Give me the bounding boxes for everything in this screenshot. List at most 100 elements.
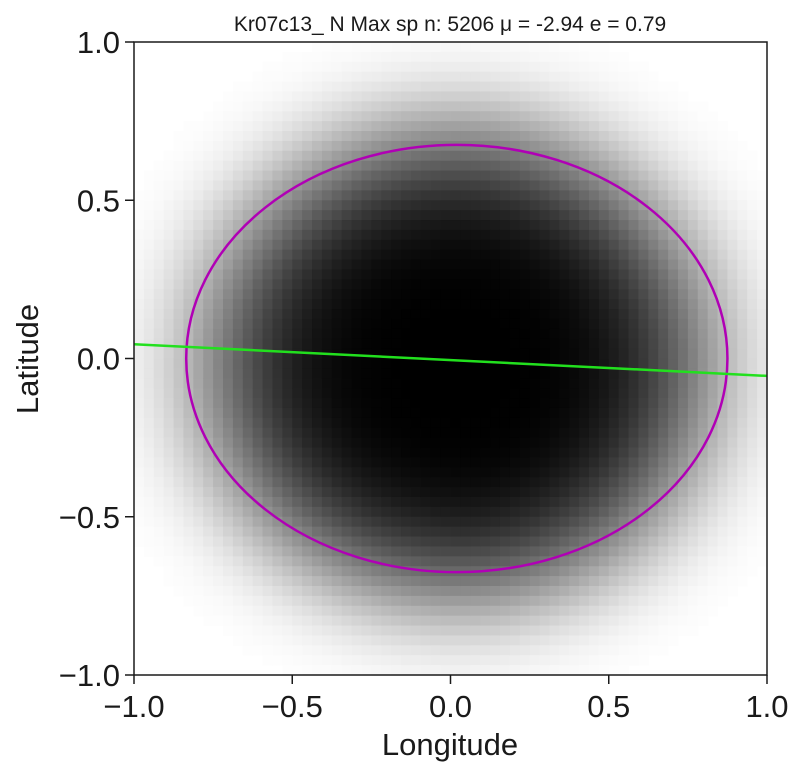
heatmap-cell <box>549 239 560 251</box>
heatmap-cell <box>618 665 630 676</box>
heatmap-cell <box>371 467 382 478</box>
heatmap-cell <box>193 210 204 221</box>
heatmap-cell <box>579 605 590 617</box>
heatmap-cell <box>470 635 481 646</box>
heatmap-cell <box>687 200 699 211</box>
heatmap-cell <box>213 417 224 429</box>
heatmap-cell <box>519 289 531 300</box>
heatmap-cell <box>163 318 175 330</box>
heatmap-cell <box>747 269 758 280</box>
heatmap-cell <box>588 299 600 310</box>
heatmap-cell <box>747 289 758 300</box>
heatmap-cell <box>193 477 204 488</box>
heatmap-cell <box>203 467 214 478</box>
heatmap-cell <box>529 585 541 597</box>
heatmap-cell <box>598 665 610 676</box>
heatmap-cell <box>569 338 580 350</box>
heatmap-cell <box>381 318 392 330</box>
heatmap-cell <box>321 160 333 172</box>
heatmap-cell <box>312 299 323 310</box>
heatmap-cell <box>371 71 382 83</box>
heatmap-cell <box>737 407 748 419</box>
heatmap-cell <box>252 556 264 567</box>
heatmap-cell <box>341 655 353 666</box>
heatmap-cell <box>559 467 570 478</box>
heatmap-cell <box>737 259 748 271</box>
heatmap-cell <box>608 140 620 152</box>
heatmap-cell <box>539 289 551 300</box>
heatmap-cell <box>677 556 689 567</box>
heatmap-cell <box>410 71 422 83</box>
heatmap-cell <box>697 239 709 251</box>
heatmap-cell <box>539 71 551 83</box>
heatmap-cell <box>579 635 590 646</box>
heatmap-cell <box>707 358 719 369</box>
heatmap-cell <box>509 210 521 221</box>
heatmap-cell <box>737 289 748 300</box>
heatmap-cell <box>410 645 422 656</box>
heatmap-cell <box>460 526 471 538</box>
heatmap-cell <box>460 556 471 567</box>
heatmap-cell <box>223 368 234 379</box>
heatmap-cell <box>549 210 560 221</box>
heatmap-cell <box>242 200 254 211</box>
heatmap-cell <box>747 457 758 468</box>
heatmap-cell <box>529 477 541 488</box>
heatmap-cell <box>440 190 452 201</box>
heatmap-cell <box>223 249 234 261</box>
heatmap-cell <box>490 417 501 429</box>
heatmap-cell <box>579 269 590 280</box>
heatmap-cell <box>292 655 303 666</box>
heatmap-cell <box>391 269 402 280</box>
heatmap-cell <box>371 665 382 676</box>
heatmap-cell <box>727 348 738 360</box>
heatmap-cell <box>272 220 283 231</box>
heatmap-cell <box>153 388 165 399</box>
heatmap-cell <box>569 605 580 617</box>
heatmap-cell <box>262 81 274 93</box>
heatmap-cell <box>440 526 452 538</box>
heatmap-cell <box>658 140 669 152</box>
heatmap-cell <box>143 200 155 211</box>
heatmap-cell <box>361 388 372 399</box>
heatmap-cell <box>282 140 293 152</box>
heatmap-cell <box>677 249 689 261</box>
heatmap-cell <box>410 496 422 508</box>
heatmap-cell <box>440 309 452 320</box>
heatmap-cell <box>331 645 343 656</box>
heatmap-cell <box>232 556 244 567</box>
heatmap-cell <box>638 269 649 280</box>
heatmap-cell <box>391 299 402 310</box>
heatmap-cell <box>727 496 738 508</box>
heatmap-cell <box>312 309 323 320</box>
heatmap-cell <box>677 239 689 251</box>
heatmap-cell <box>252 131 264 142</box>
heatmap-cell <box>480 150 491 162</box>
heatmap-cell <box>232 467 244 478</box>
heatmap-cell <box>371 200 382 211</box>
heatmap-cell <box>529 506 541 518</box>
heatmap-cell <box>460 299 471 310</box>
heatmap-cell <box>460 220 471 231</box>
heatmap-cell <box>747 526 758 538</box>
heatmap-cell <box>569 71 580 83</box>
heatmap-cell <box>321 388 333 399</box>
heatmap-cell <box>648 645 659 656</box>
heatmap-cell <box>252 229 264 241</box>
heatmap-cell <box>262 348 274 360</box>
heatmap-cell <box>232 220 244 231</box>
heatmap-cell <box>371 61 382 73</box>
heatmap-cell <box>331 516 343 528</box>
heatmap-cell <box>312 289 323 300</box>
heatmap-cell <box>559 140 570 152</box>
heatmap-cell <box>628 338 640 350</box>
heatmap-cell <box>302 259 313 271</box>
heatmap-cell <box>450 229 461 241</box>
heatmap-cell <box>539 51 551 63</box>
heatmap-cell <box>747 536 758 548</box>
heatmap-cell <box>509 506 521 518</box>
heatmap-cell <box>549 506 560 518</box>
heatmap-cell <box>312 328 323 340</box>
heatmap-cell <box>460 437 471 449</box>
heatmap-cell <box>292 309 303 320</box>
